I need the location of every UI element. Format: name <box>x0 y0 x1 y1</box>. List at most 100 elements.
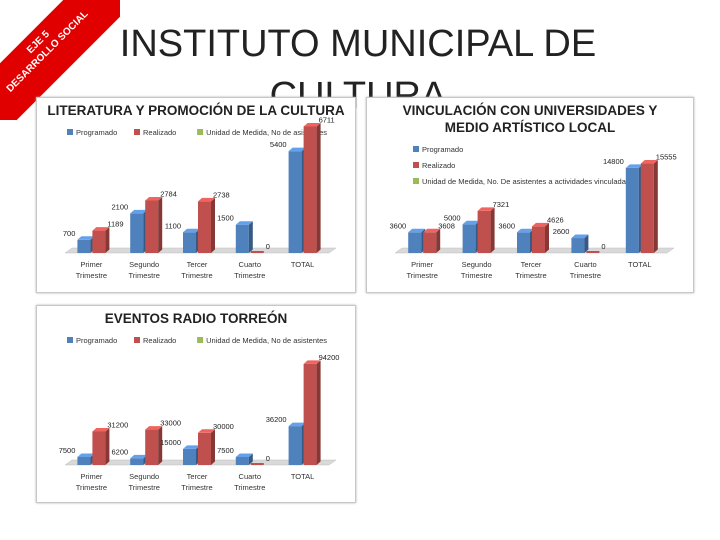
bar-top <box>517 228 534 233</box>
data-label: 3600 <box>390 221 407 230</box>
chart-panel-vinculacion: VINCULACIÓN CON UNIVERSIDADES Y MEDIO ART… <box>366 97 694 293</box>
category-label: Trimestre <box>461 271 492 280</box>
category-label: Tercer <box>187 260 208 269</box>
data-label: 1189 <box>107 220 123 229</box>
bar-top <box>77 453 95 457</box>
chart-legend: Programado Realizado Unidad de Medida, No … <box>67 128 327 137</box>
category-label: Segundo <box>129 260 159 269</box>
chart-legend: Programado Realizado Unidad de Medida, No.… <box>413 145 630 186</box>
bar-programado <box>517 232 530 253</box>
bar-side <box>316 360 321 465</box>
data-label: 0 <box>601 242 605 251</box>
data-label: 1100 <box>165 221 181 230</box>
category-label: Trimestre <box>181 271 212 280</box>
category-label: Trimestre <box>407 271 438 280</box>
data-label: 6200 <box>112 447 129 456</box>
legend-label: Realizado <box>143 336 176 345</box>
category-label: Cuarto <box>574 260 597 269</box>
data-label: 2100 <box>112 202 129 211</box>
legend-label: Realizado <box>143 128 176 137</box>
data-label: 30000 <box>213 422 234 431</box>
category-label: Trimestre <box>181 483 212 492</box>
legend-swatch <box>197 337 204 343</box>
category-label: Trimestre <box>129 483 160 492</box>
data-label: 3608 <box>438 221 455 230</box>
data-label: 3600 <box>498 221 515 230</box>
chart-title-line: MEDIO ARTÍSTICO LOCAL <box>445 120 616 135</box>
bar-top <box>640 160 658 164</box>
bar-top <box>145 426 163 430</box>
legend-label: Unidad de Medida, No de asistentes <box>206 128 327 137</box>
bar-programado <box>77 456 91 465</box>
bar-programado <box>625 167 639 253</box>
bar-programado <box>235 456 249 465</box>
legend-label: Programado <box>422 145 463 154</box>
bar-programado <box>408 232 422 253</box>
bar-programado <box>183 232 196 253</box>
bar-top <box>235 453 253 457</box>
bar-side <box>158 197 163 253</box>
chart-title: EVENTOS RADIO TORREÓN <box>105 311 288 326</box>
legend-swatch <box>413 178 419 184</box>
data-label: 6711 <box>319 115 335 124</box>
bar-top <box>462 220 480 225</box>
category-label: Trimestre <box>515 271 546 280</box>
bar-side <box>584 234 589 253</box>
data-label: 5000 <box>444 213 461 222</box>
data-label: 15000 <box>160 438 181 447</box>
data-label: 2738 <box>213 190 230 199</box>
bar-realizado <box>423 232 437 253</box>
bar-top <box>303 122 321 127</box>
legend-swatch <box>413 146 419 152</box>
bar-realizado <box>92 230 106 253</box>
data-label: 7500 <box>217 446 234 455</box>
chart-bars: 7500 31200 6200 33000 15000 30000 7500 0 36200 94… <box>59 353 339 465</box>
chart-title-line: EVENTOS RADIO TORREÓN <box>105 311 288 326</box>
bar-top <box>303 360 321 364</box>
legend-label: Programado <box>76 336 117 345</box>
legend-label: Realizado <box>422 161 455 170</box>
bar-programado <box>77 239 91 253</box>
bar-realizado <box>532 226 545 253</box>
data-label: 36200 <box>266 415 287 424</box>
bar-top <box>571 234 589 239</box>
bar-realizado <box>586 251 600 253</box>
bar-realizado <box>198 432 211 465</box>
bar-top <box>183 228 200 233</box>
chart-title-line: VINCULACIÓN CON UNIVERSIDADES Y <box>403 103 658 118</box>
bar-realizado <box>303 363 317 465</box>
bar-side <box>316 122 321 254</box>
bar-top <box>145 197 163 201</box>
bar-realizado <box>477 210 491 253</box>
category-label: Trimestre <box>234 483 265 492</box>
bar-top <box>288 147 306 152</box>
data-label: 33000 <box>160 419 181 428</box>
bar-realizado <box>145 200 159 253</box>
category-label: Trimestre <box>76 271 107 280</box>
bar-side <box>436 228 441 253</box>
category-label: Trimestre <box>234 271 265 280</box>
slide-title: INSTITUTO MUNICIPAL DE CULTURA <box>119 23 597 117</box>
bar-top <box>198 197 215 202</box>
bar-realizado <box>250 251 264 253</box>
bar-programado <box>235 224 249 253</box>
bar-realizado <box>640 163 654 253</box>
bar-top <box>235 221 253 225</box>
category-label: Segundo <box>462 260 492 269</box>
data-label: 2600 <box>553 227 570 236</box>
legend-label: Unidad de Medida, No. De asistentes a ac… <box>422 177 630 186</box>
data-label: 1500 <box>217 214 234 223</box>
legend-swatch <box>67 129 73 135</box>
category-label: Tercer <box>187 472 208 481</box>
data-label: 700 <box>63 229 76 238</box>
bar-realizado <box>92 431 106 465</box>
data-label: 0 <box>266 242 270 251</box>
bar-top <box>423 228 441 233</box>
category-label: Primer <box>411 260 434 269</box>
data-label: 7321 <box>493 200 510 209</box>
bar-top <box>198 429 215 433</box>
bar-realizado <box>198 201 211 253</box>
bar-top <box>477 207 495 211</box>
bar-side <box>248 453 253 465</box>
